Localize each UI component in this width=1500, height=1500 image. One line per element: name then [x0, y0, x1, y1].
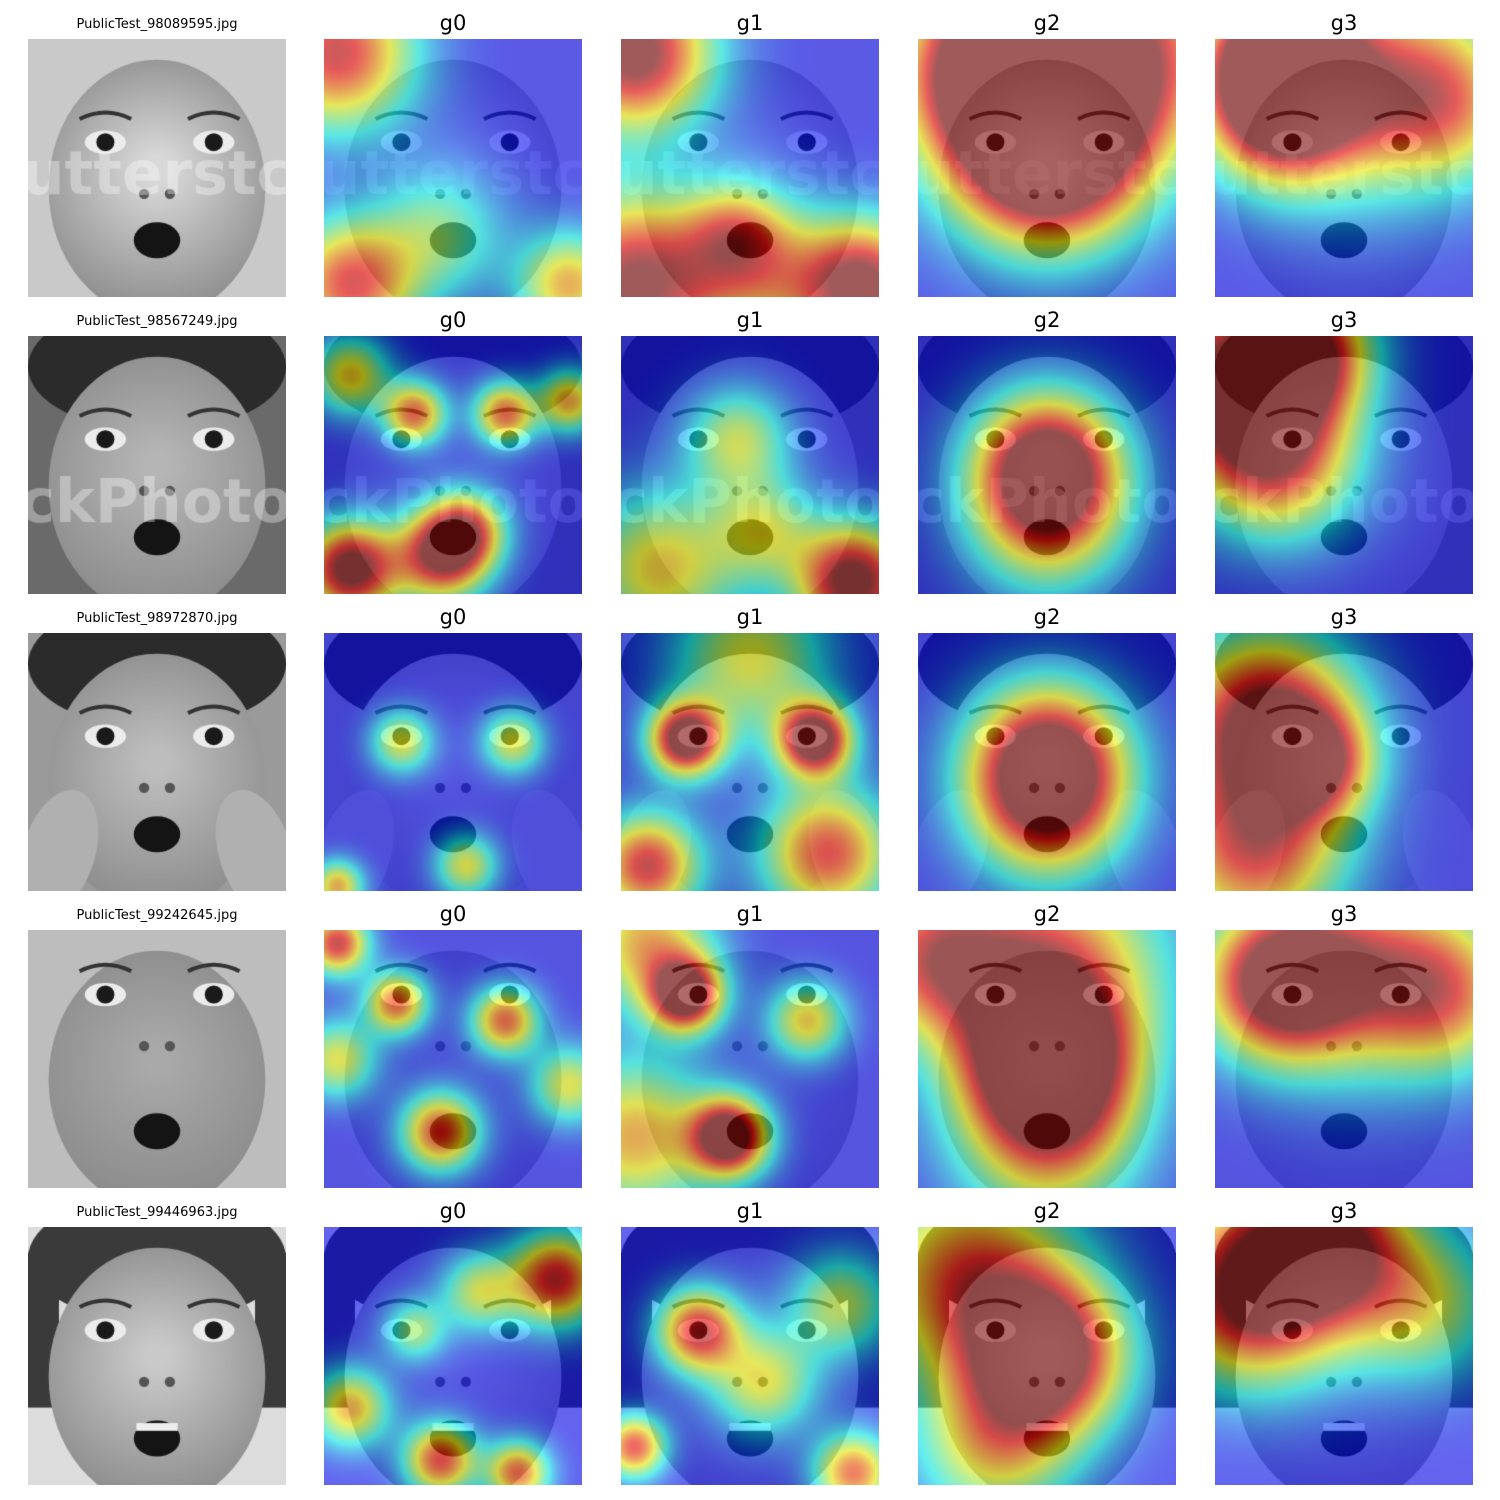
- gradcam-overlay: [918, 633, 1176, 891]
- gradcam-overlay: [918, 1227, 1176, 1485]
- panel-title: g3: [1330, 1199, 1358, 1223]
- image-filename: PublicTest_99242645.jpg: [76, 908, 238, 923]
- panel-title: g2: [1033, 605, 1061, 629]
- image-filename: PublicTest_98567249.jpg: [76, 314, 238, 329]
- gradcam-overlay: [621, 930, 879, 1188]
- panel-title: g2: [1033, 308, 1061, 332]
- panel-title: g1: [736, 605, 764, 629]
- gradcam-overlay: [324, 1227, 582, 1485]
- panel-title: g2: [1033, 1199, 1061, 1223]
- panel-title: g0: [439, 902, 467, 926]
- gradcam-overlay: [621, 39, 879, 297]
- gradcam-overlay: [1215, 39, 1473, 297]
- panel-title: g1: [736, 902, 764, 926]
- panel-title: g3: [1330, 11, 1358, 35]
- panel-title: g3: [1330, 605, 1358, 629]
- image-filename: PublicTest_99446963.jpg: [76, 1205, 238, 1220]
- gradcam-overlay: [1215, 1227, 1473, 1485]
- gradcam-overlay: [1215, 930, 1473, 1188]
- face-image: [28, 1227, 286, 1485]
- panel-title: g1: [736, 11, 764, 35]
- gradcam-overlay: [918, 930, 1176, 1188]
- panel-title: g0: [439, 308, 467, 332]
- gradcam-overlay: [324, 39, 582, 297]
- gradcam-overlay: [621, 633, 879, 891]
- face-image: [28, 633, 286, 891]
- gradcam-overlay: [324, 336, 582, 594]
- image-filename: PublicTest_98089595.jpg: [76, 17, 238, 32]
- panel-title: g2: [1033, 11, 1061, 35]
- face-image: [28, 336, 286, 594]
- gradcam-overlay: [918, 336, 1176, 594]
- face-image: [28, 39, 286, 297]
- panel-title: g3: [1330, 308, 1358, 332]
- gradcam-overlay: [324, 633, 582, 891]
- panel-title: g3: [1330, 902, 1358, 926]
- gradcam-overlay: [324, 930, 582, 1188]
- gradcam-overlay: [1215, 633, 1473, 891]
- panel-title: g0: [439, 605, 467, 629]
- gradcam-overlay: [1215, 336, 1473, 594]
- panel-title: g0: [439, 11, 467, 35]
- panel-title: g1: [736, 308, 764, 332]
- gradcam-overlay: [918, 39, 1176, 297]
- panel-title: g2: [1033, 902, 1061, 926]
- gradcam-overlay: [621, 1227, 879, 1485]
- face-image: [28, 930, 286, 1188]
- gradcam-overlay: [621, 336, 879, 594]
- panel-title: g0: [439, 1199, 467, 1223]
- image-filename: PublicTest_98972870.jpg: [76, 611, 238, 626]
- panel-title: g1: [736, 1199, 764, 1223]
